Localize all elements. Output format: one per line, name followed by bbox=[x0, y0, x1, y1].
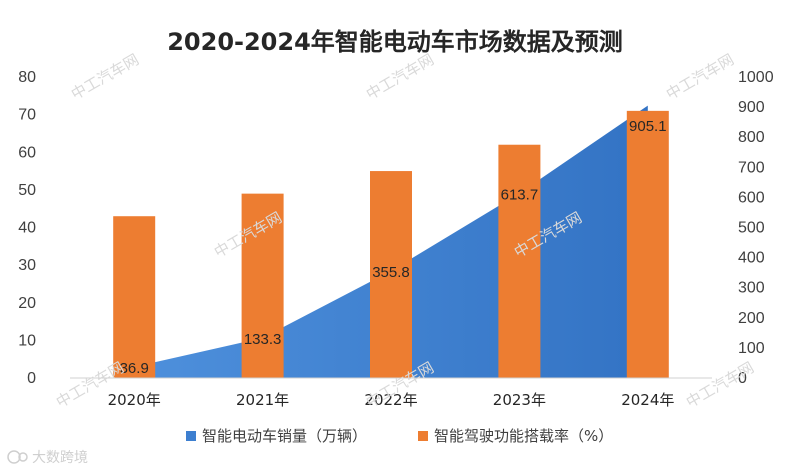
x-axis-ticks: 2020年 2021年 2022年 2023年 2024年 bbox=[108, 391, 675, 409]
right-axis-tick: 800 bbox=[738, 129, 765, 146]
bars bbox=[113, 110, 669, 379]
right-axis-tick: 900 bbox=[738, 99, 765, 116]
right-axis-ticks: 0 100 200 300 400 500 600 700 800 900 1000 bbox=[738, 69, 774, 387]
watermark: 中工汽车网 bbox=[68, 50, 142, 103]
left-axis-tick: 10 bbox=[18, 332, 36, 349]
left-axis-tick: 50 bbox=[18, 182, 36, 199]
right-axis-tick: 0 bbox=[738, 370, 747, 387]
x-axis-tick: 2022年 bbox=[364, 391, 417, 409]
brand-mark-icon bbox=[7, 450, 28, 464]
rate-bar bbox=[498, 144, 541, 378]
right-axis-tick: 600 bbox=[738, 189, 765, 206]
x-axis-tick: 2024年 bbox=[621, 391, 674, 409]
data-labels: 36.9 133.3 355.8 613.7 905.1 bbox=[120, 118, 667, 377]
brand-logo: 大数跨境 bbox=[7, 450, 88, 466]
right-axis-tick: 700 bbox=[738, 159, 765, 176]
left-axis-tick: 80 bbox=[18, 69, 36, 86]
legend-swatch-sales bbox=[186, 431, 196, 441]
x-axis-tick: 2023年 bbox=[493, 391, 546, 409]
watermark: 中工汽车网 bbox=[663, 50, 737, 103]
left-axis-tick: 40 bbox=[18, 220, 36, 237]
left-axis-tick: 0 bbox=[27, 370, 36, 387]
sales-data-label: 905.1 bbox=[629, 118, 667, 135]
right-axis-tick: 300 bbox=[738, 280, 765, 297]
rate-bar bbox=[113, 216, 156, 378]
right-axis-tick: 400 bbox=[738, 250, 765, 267]
left-axis-ticks: 0 10 20 30 40 50 60 70 80 bbox=[18, 69, 36, 387]
x-axis-tick: 2021年 bbox=[236, 391, 289, 409]
right-axis-tick: 100 bbox=[738, 340, 765, 357]
legend: 智能电动车销量（万辆） 智能驾驶功能搭载率（%） bbox=[186, 427, 613, 445]
right-axis-tick: 500 bbox=[738, 220, 765, 237]
rate-bar bbox=[626, 110, 669, 379]
rate-bar bbox=[370, 171, 412, 378]
sales-data-label: 133.3 bbox=[244, 331, 282, 348]
x-axis-tick: 2020年 bbox=[108, 391, 161, 409]
sales-data-label: 36.9 bbox=[120, 360, 149, 377]
sales-data-label: 355.8 bbox=[372, 264, 410, 281]
brand-name: 大数跨境 bbox=[32, 450, 88, 466]
right-axis-tick: 1000 bbox=[738, 69, 774, 86]
left-axis-tick: 30 bbox=[18, 257, 36, 274]
legend-swatch-rate bbox=[418, 431, 428, 441]
rate-bar bbox=[241, 193, 284, 378]
right-axis-tick: 200 bbox=[738, 310, 765, 327]
left-axis-tick: 60 bbox=[18, 144, 36, 161]
chart-title: 2020-2024年智能电动车市场数据及预测 bbox=[167, 28, 623, 56]
sales-data-label: 613.7 bbox=[501, 186, 539, 203]
legend-label-rate: 智能驾驶功能搭载率（%） bbox=[434, 427, 613, 445]
left-axis-tick: 70 bbox=[18, 107, 36, 124]
legend-label-sales: 智能电动车销量（万辆） bbox=[202, 427, 367, 445]
plot-area: 36.9 133.3 355.8 613.7 905.1 bbox=[70, 105, 712, 379]
watermark: 中工汽车网 bbox=[363, 50, 437, 103]
left-axis-tick: 20 bbox=[18, 295, 36, 312]
